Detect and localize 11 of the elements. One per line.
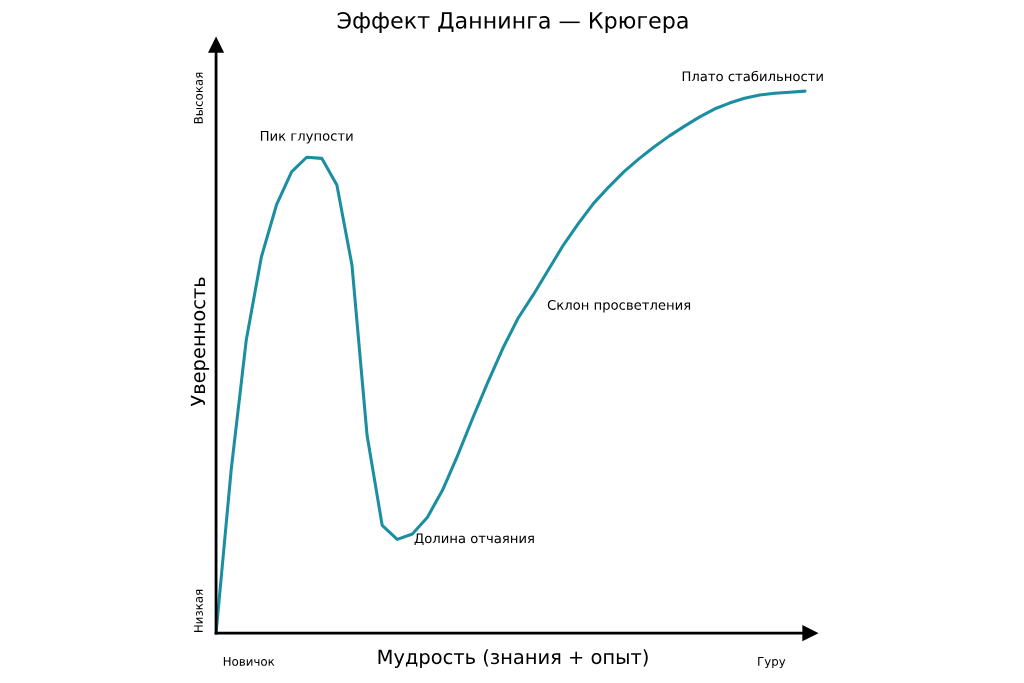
y-axis-title: Уверенность (190, 277, 210, 407)
text: Низкая (194, 589, 203, 632)
annotation: Долина отчаяния (414, 533, 534, 546)
annotation: Пик глупости (260, 131, 353, 144)
text: Высокая (194, 72, 203, 124)
text: Плато стабильности (682, 70, 823, 82)
chart-title: Эффект Даннинга — Крюгера (337, 11, 688, 34)
text: Новичок (223, 657, 275, 666)
annotation: Склон просветления (547, 299, 691, 313)
x-axis-title: Мудрость (знания + опыт) (378, 649, 648, 668)
text: Гуру (758, 657, 786, 669)
